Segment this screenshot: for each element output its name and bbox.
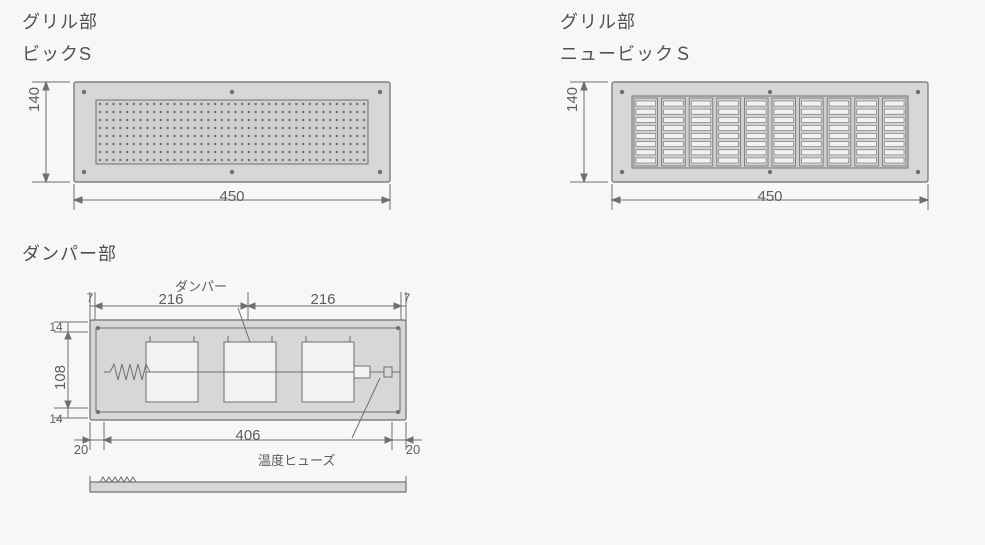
grill-left-height-dim: 140 — [26, 87, 43, 112]
grill-right-height-dim: 140 — [564, 87, 581, 112]
damper-dim-inner-w: 406 — [104, 427, 392, 444]
grill-left-model-label: ビックS — [22, 40, 92, 66]
grill-right-section-label: グリル部 — [560, 8, 636, 34]
damper-dim-bot: 14 — [44, 412, 68, 426]
grill-left-section-label: グリル部 — [22, 8, 98, 34]
damper-drawing — [54, 292, 484, 502]
page-root: グリル部 ビックS — [0, 0, 985, 545]
damper-dim-span-l: 216 — [96, 291, 246, 308]
damper-dim-mid: 108 — [52, 365, 69, 390]
damper-dim-margin-r: 20 — [398, 442, 428, 457]
grill-left-width-dim: 450 — [74, 188, 390, 205]
grill-right-width-dim: 450 — [612, 188, 928, 205]
damper-dim-edge-l: 7 — [83, 291, 97, 305]
damper-dim-top: 14 — [44, 320, 68, 334]
grill-right-model-label: ニュービックＳ — [560, 40, 693, 66]
fuse-callout-label: 温度ヒューズ — [258, 450, 335, 469]
damper-section-label: ダンパー部 — [22, 240, 117, 266]
damper-dim-margin-l: 20 — [66, 442, 96, 457]
damper-dim-edge-r: 7 — [400, 291, 414, 305]
damper-dim-span-r: 216 — [248, 291, 398, 308]
